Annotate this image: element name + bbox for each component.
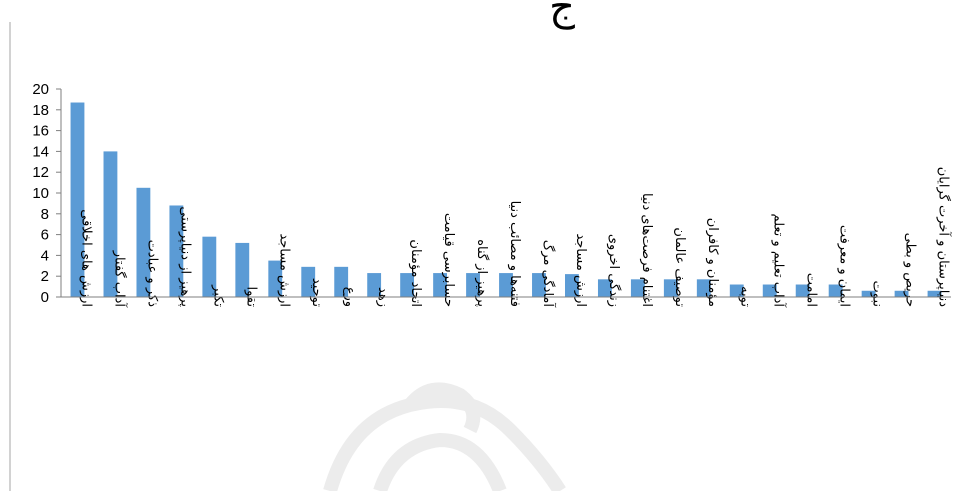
- bar: [202, 236, 217, 297]
- bar: [696, 279, 711, 297]
- bar: [630, 279, 645, 297]
- bar: [795, 284, 810, 297]
- x-tick-label: اتحاد مؤمنان: [408, 239, 423, 307]
- x-tick-label: آمادگی مرگ: [540, 240, 557, 309]
- bar: [169, 205, 184, 297]
- bar: [433, 273, 447, 297]
- bar: [861, 290, 876, 297]
- bar: [136, 187, 151, 297]
- x-tick-label: فتنه‌ها و مصائب دنیا: [507, 201, 522, 307]
- bar: [663, 279, 678, 297]
- x-axis-labels: ارزش های اخلاقی آداب گفتار ذکر و عبادت پرهی…: [78, 167, 952, 309]
- bar: [894, 290, 909, 297]
- bar: [729, 284, 744, 297]
- bar: [597, 279, 612, 297]
- watermark-ornament: [323, 382, 566, 491]
- x-tick-label: دنیاپرستان و آخرت گرایان: [936, 167, 953, 307]
- bar: [499, 273, 513, 297]
- bar: [70, 102, 85, 298]
- y-tick-label: 8: [41, 206, 49, 223]
- x-tick-label: ارزش مساجد: [276, 233, 291, 307]
- y-tick-label: 18: [32, 102, 49, 119]
- x-tick-label: ارزش مساجد: [573, 233, 588, 307]
- x-tick-label: پرهیز از دنیاپرستی: [177, 206, 192, 307]
- page-glyph: ج: [549, 0, 575, 30]
- x-tick-label: ذکر و عبادت: [144, 240, 159, 308]
- x-tick-label: توصیف عالمان: [672, 227, 687, 307]
- x-tick-label: حریص و بطی: [903, 233, 918, 307]
- bar: [334, 266, 349, 297]
- y-tick-label: 16: [32, 123, 49, 140]
- bar: [927, 290, 942, 297]
- y-tick-label: 0: [41, 289, 49, 306]
- y-tick-label: 14: [32, 143, 49, 160]
- y-tick-label: 12: [32, 164, 49, 181]
- x-tick-label: مؤمنان و کافران: [705, 218, 720, 307]
- x-tick-label: حسابرسی قیامت: [441, 213, 456, 307]
- x-tick-label: امامت: [804, 273, 819, 307]
- x-tick-label: پرهیز از گناه: [474, 239, 490, 307]
- bar: [367, 273, 382, 297]
- x-tick-label: ارزش های اخلاقی: [78, 209, 93, 307]
- x-tick-label: نبوت: [870, 281, 885, 308]
- bars: [70, 102, 942, 298]
- y-tick-label: 4: [41, 247, 49, 264]
- x-tick-label: توحید: [309, 278, 324, 307]
- y-tick-label: 20: [32, 81, 49, 98]
- x-tick-label: تکبر: [210, 284, 225, 307]
- bar: [828, 284, 843, 297]
- y-axis: 0 2 4 6 8 10 12 14 16 18 20: [32, 81, 61, 306]
- bar: [466, 273, 480, 297]
- y-tick-label: 6: [41, 227, 49, 244]
- bar: [268, 260, 283, 297]
- bar: [762, 284, 777, 297]
- bar: [532, 273, 546, 297]
- bar: [400, 273, 415, 297]
- bar: [301, 266, 316, 297]
- x-tick-label: آداب گفتار: [111, 250, 128, 309]
- x-tick-label: ایمان و معرفت: [837, 225, 852, 307]
- x-tick-label: آداب تعلیم و تعلم: [771, 213, 788, 308]
- y-tick-label: 2: [41, 268, 49, 285]
- bar: [565, 274, 579, 297]
- x-tick-label: اغتنام فرصت‌های دنیا: [639, 193, 654, 307]
- x-tick-label: زندگی اخروی: [606, 234, 622, 307]
- bar: [103, 151, 118, 297]
- y-tick-label: 10: [32, 185, 49, 202]
- bar: [235, 242, 250, 297]
